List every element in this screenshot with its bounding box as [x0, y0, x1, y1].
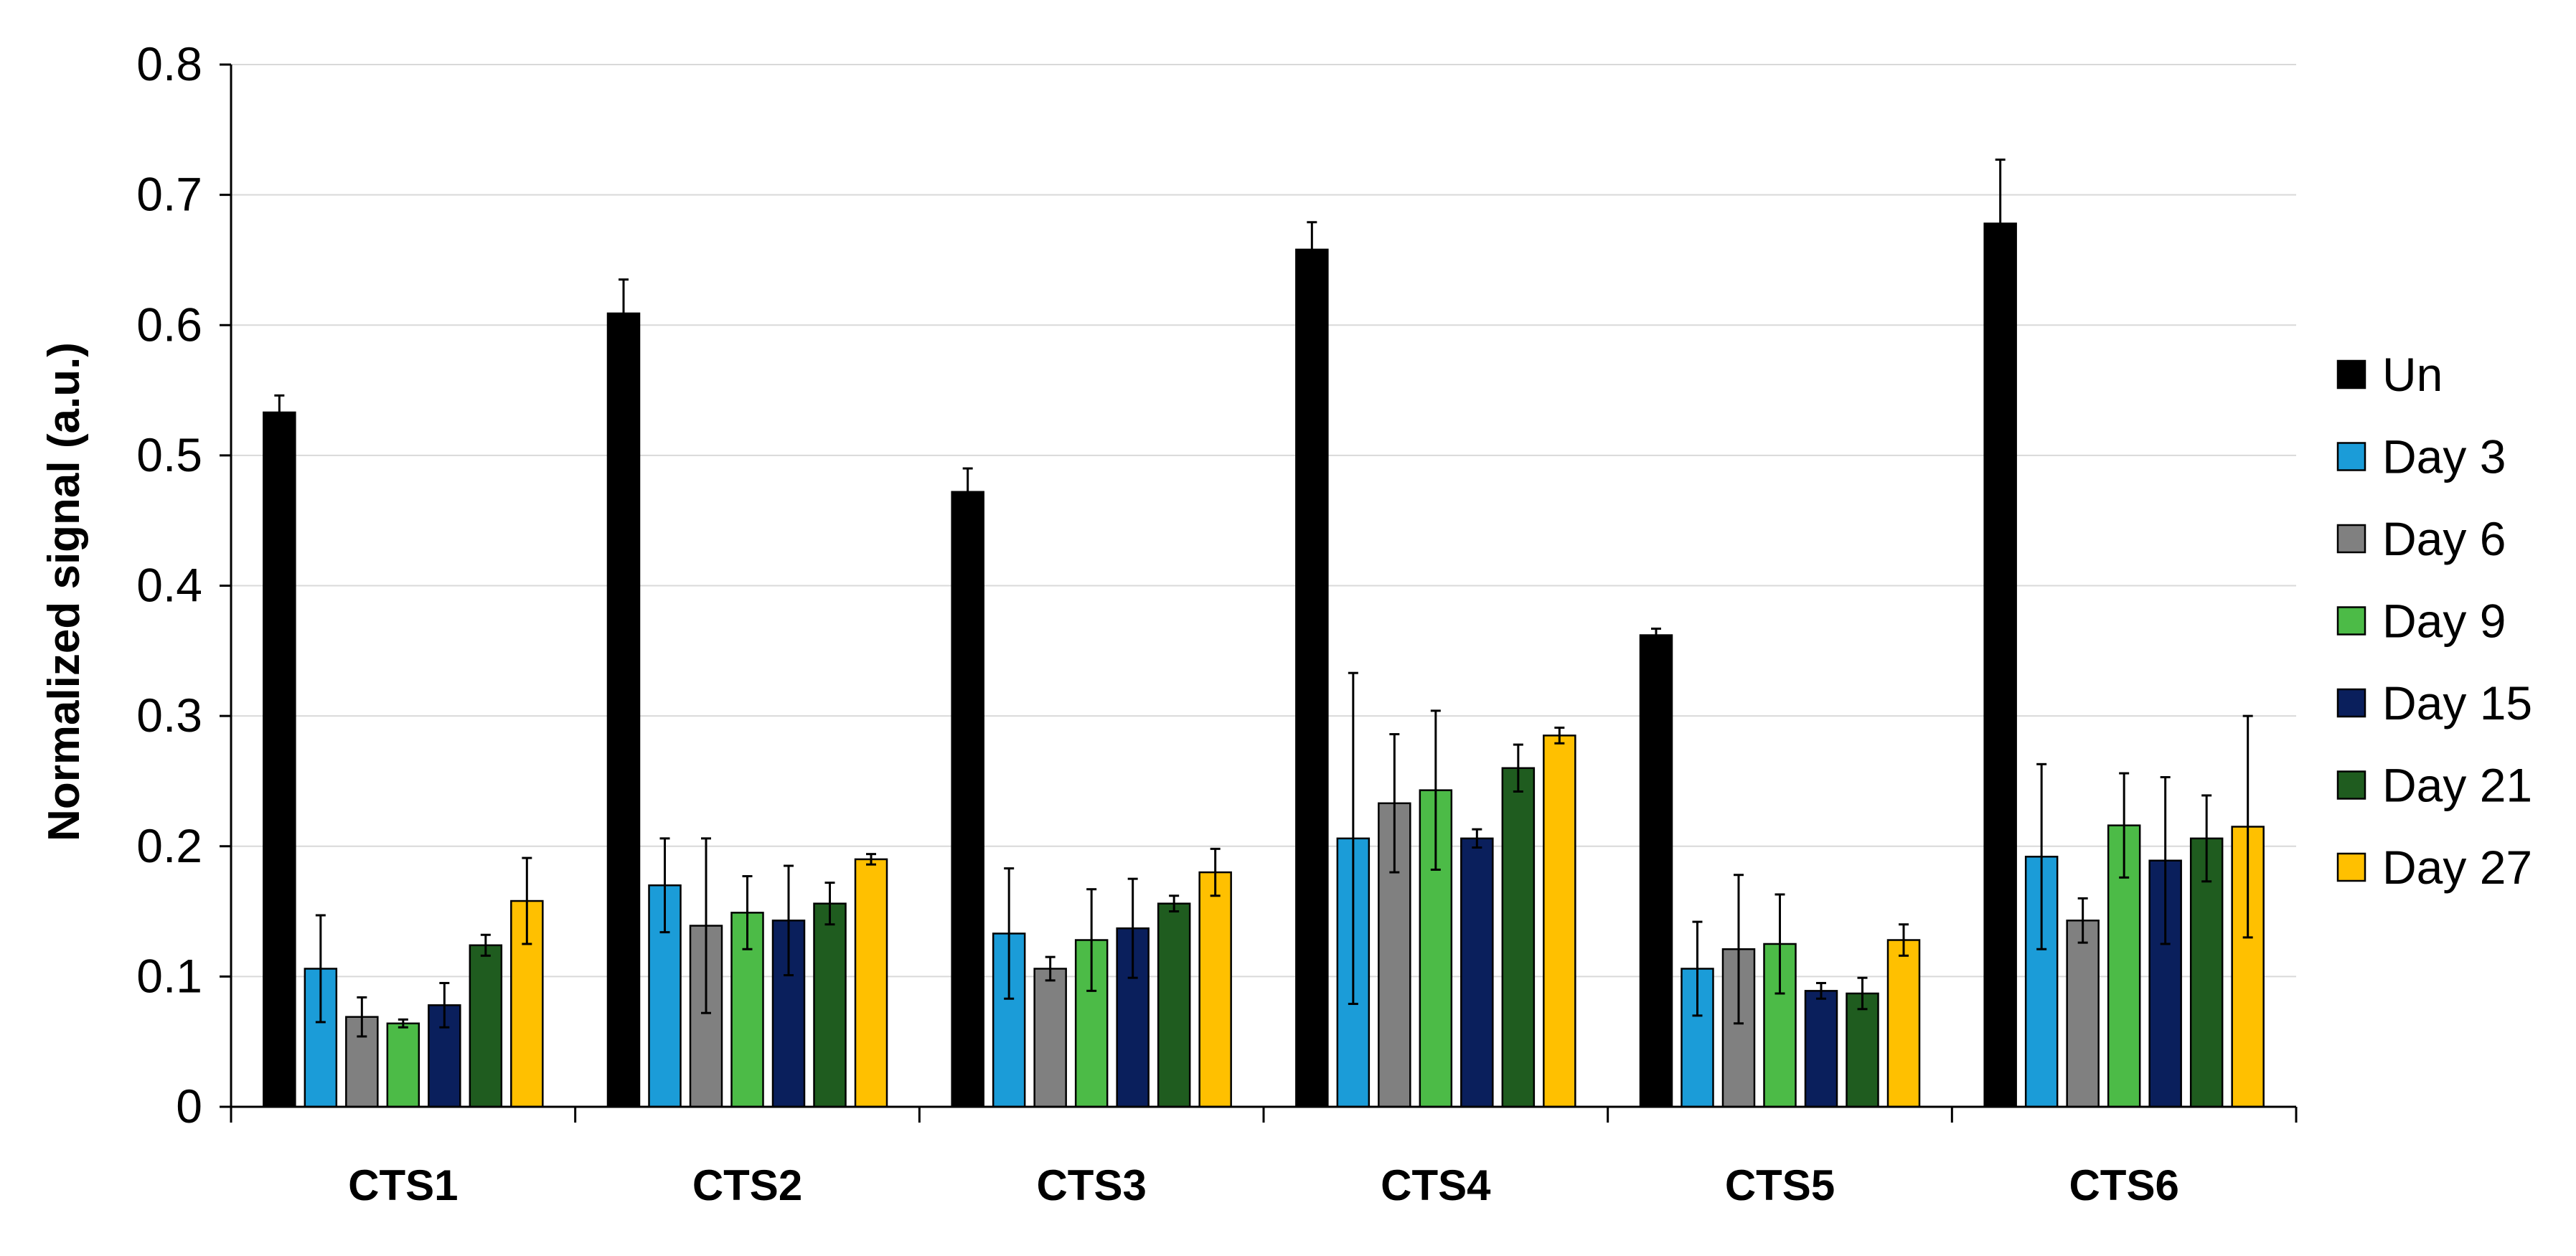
y-tick-label: 0.6	[136, 298, 202, 351]
legend-label: Day 3	[2382, 430, 2506, 483]
bar-un-cts5	[1639, 634, 1673, 1108]
legend-swatch	[2336, 442, 2366, 471]
y-tick-label: 0.2	[136, 819, 202, 872]
y-axis-title: Normalized signal (a.u.)	[39, 342, 89, 841]
bar-un-cts3	[951, 491, 984, 1108]
legend-label: Day 21	[2382, 759, 2532, 812]
legend-swatch	[2336, 852, 2366, 882]
legend-label: Day 9	[2382, 595, 2506, 648]
bar-day-27-cts4	[1543, 735, 1576, 1108]
bar-day-21-cts6	[2189, 837, 2224, 1108]
legend-swatch	[2336, 524, 2366, 554]
legend-label: Day 6	[2382, 512, 2506, 565]
bar-day-15-cts5	[1804, 990, 1838, 1108]
bar-un-cts4	[1295, 248, 1329, 1108]
y-tick-label: 0.4	[136, 559, 202, 612]
bar-day-15-cts4	[1460, 837, 1494, 1108]
bar-day-9-cts1	[386, 1022, 420, 1108]
legend-label: Un	[2382, 348, 2443, 401]
legend-label: Day 15	[2382, 676, 2532, 729]
legend-swatch	[2336, 770, 2366, 800]
bar-un-cts1	[263, 411, 296, 1108]
y-tick-label: 0.8	[136, 37, 202, 90]
bar-day-6-cts6	[2066, 920, 2100, 1108]
x-category-label: CTS6	[2069, 1161, 2178, 1209]
legend-label: Day 27	[2382, 841, 2532, 894]
bar-day-27-cts5	[1886, 939, 1921, 1108]
bar-day-21-cts5	[1846, 992, 1879, 1108]
x-category-label: CTS2	[692, 1161, 802, 1209]
y-tick-label: 0.7	[136, 168, 202, 221]
legend-swatch	[2336, 688, 2366, 718]
bar-day-21-cts2	[813, 902, 847, 1108]
legend-swatch	[2336, 359, 2366, 389]
bar-day-6-cts3	[1033, 968, 1067, 1108]
y-tick-label: 0.3	[136, 689, 202, 742]
gridlines	[231, 64, 2296, 978]
bar-day-21-cts3	[1157, 902, 1191, 1108]
bar-day-6-cts2	[689, 925, 723, 1108]
axes: 0 0.1 0.2 0.3 0.4 0.5 0.6 0.7 0.8 CTS1 CTS2 CTS3 CTS…	[136, 37, 2298, 1209]
bar-day-21-cts4	[1501, 767, 1536, 1108]
legend: Un Day 3 Day 6 Day 9 Day 15 Day 21 Day 27	[2336, 348, 2532, 894]
x-category-label: CTS3	[1036, 1161, 1146, 1209]
y-tick-label: 0.5	[136, 428, 202, 481]
x-category-label: CTS1	[348, 1161, 458, 1209]
legend-swatch	[2336, 606, 2366, 636]
x-category-label: CTS5	[1725, 1161, 1835, 1209]
y-tick-label: 0.1	[136, 949, 202, 1002]
bar-day-27-cts2	[854, 858, 888, 1108]
bar-day-21-cts1	[469, 944, 503, 1108]
bars	[263, 159, 2265, 1108]
bar-day-27-cts3	[1198, 871, 1232, 1108]
x-category-label: CTS4	[1381, 1161, 1491, 1209]
y-tick-label: 0	[176, 1080, 202, 1133]
bar-un-cts2	[606, 312, 641, 1108]
bar-un-cts6	[1983, 222, 2017, 1108]
